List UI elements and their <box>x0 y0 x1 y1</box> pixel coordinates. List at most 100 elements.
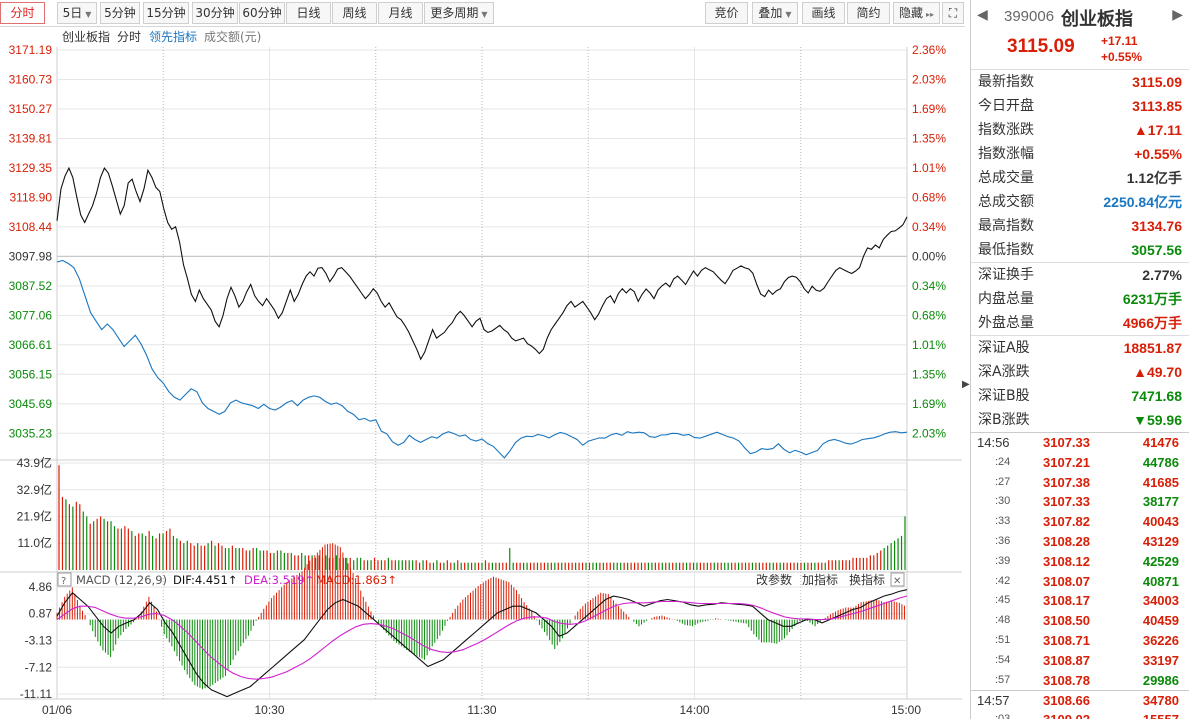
tick-row: :57 3108.78 29986 <box>971 671 1189 691</box>
price-tick-label: 3118.90 <box>10 190 53 204</box>
quote-row-label: 内盘总量 <box>978 291 1034 307</box>
tick-row: 14:56 3107.33 41476 <box>971 433 1189 453</box>
toolbar-right-button-4[interactable]: 隐藏 ▸▸ <box>893 2 940 24</box>
toolbar-button-label: 叠加 <box>758 6 783 20</box>
tick-time: 14:56 <box>977 435 1010 450</box>
macd-close-icon[interactable] <box>890 572 905 587</box>
tick-time: :03 <box>995 710 1010 719</box>
quote-row: 外盘总量 4966万手 <box>971 311 1189 335</box>
intraday-chart: 3171.19 3160.73 3150.27 3139.81 3129.35 3118.… <box>0 27 962 719</box>
quote-row-label: 总成交量 <box>978 170 1034 186</box>
tick-price: 3108.07 <box>1043 573 1090 589</box>
tick-time: :33 <box>995 515 1011 528</box>
toolbar-left-button-2[interactable]: 5分钟 <box>100 2 140 24</box>
quote-row-value: ▲17.11 <box>1133 122 1182 138</box>
price-tick-label: 3087.52 <box>9 279 53 293</box>
pct-tick-label: 1.01% <box>912 161 946 175</box>
pct-tick-label: 0.34% <box>912 220 946 234</box>
toolbar-left-button-8[interactable]: 月线 <box>378 2 423 24</box>
tick-row: :30 3107.33 38177 <box>971 492 1189 512</box>
volume-tick-label: 11.0亿 <box>18 535 52 550</box>
quote-divider <box>971 262 1189 263</box>
price-change: +17.11 +0.55% <box>1101 33 1142 65</box>
tick-price: 3107.38 <box>1043 474 1090 490</box>
quote-row-value: 2.77% <box>1142 267 1182 283</box>
quote-row: 总成交额 2250.84亿元 <box>971 190 1189 214</box>
tick-volume: 34003 <box>1142 593 1179 609</box>
tick-row: :03 3109.02 15557 <box>971 710 1189 719</box>
price-tick-label: 3171.19 <box>9 43 53 57</box>
tick-time: :36 <box>995 534 1011 547</box>
period-toolbar: 分时 5日 ▼ 5分钟 15分钟 30分钟 60分钟 日线 周线 月线 更多周期 ▼ 竞价 叠加 ▼ 画线 简约… <box>0 0 965 27</box>
toolbar-left-button-0[interactable]: 分时 <box>0 2 45 24</box>
toolbar-left-button-3[interactable]: 15分钟 <box>143 2 189 24</box>
tick-volume: 33197 <box>1142 652 1179 668</box>
toolbar-left-button-7[interactable]: 周线 <box>332 2 377 24</box>
dropdown-arrow-icon: ▼ <box>481 10 488 19</box>
pct-axis-right: 2.36% 2.03% 1.69% 1.35% 1.01% 0.68% 0.34% 0.00%… <box>912 43 946 440</box>
prev-stock-icon[interactable]: ◀ <box>977 7 988 23</box>
price-tick-label: 3160.73 <box>9 72 53 86</box>
toolbar-right-button-0[interactable]: 竞价 <box>705 2 748 24</box>
quote-row-value: +0.55% <box>1134 146 1182 162</box>
quote-row-value: 6231万手 <box>1122 291 1182 307</box>
tick-time: :42 <box>995 574 1011 587</box>
collapse-panel-handle[interactable]: ▶ <box>962 379 970 390</box>
tick-volume: 15557 <box>1143 710 1179 719</box>
toolbar-button-label: 15分钟 <box>146 6 186 20</box>
legend-volume-label: 成交额(元) <box>204 29 261 44</box>
change-amount: +17.11 <box>1101 34 1138 48</box>
pct-tick-label: 2.36% <box>912 43 946 57</box>
macd-help-icon[interactable] <box>57 572 72 587</box>
chart-grid <box>0 47 962 700</box>
toolbar-left-button-6[interactable]: 日线 <box>286 2 331 24</box>
tick-time: :54 <box>995 653 1011 666</box>
quote-row: 指数涨跌 ▲17.11 <box>971 118 1189 142</box>
tick-volume: 36226 <box>1142 632 1179 648</box>
next-stock-icon[interactable]: ▶ <box>1172 7 1183 23</box>
volume-tick-label: 32.9亿 <box>17 482 52 497</box>
macd-tick-label: 0.87 <box>29 607 53 621</box>
toolbar-button-label: 日线 <box>296 6 321 20</box>
pct-tick-label: 2.03% <box>912 426 946 440</box>
tick-price: 3108.17 <box>1043 593 1090 609</box>
quote-row-value: 7471.68 <box>1131 388 1182 404</box>
quote-row-value: 1.12亿手 <box>1126 170 1182 186</box>
macd-dea-value: DEA:3.519↑ <box>244 573 314 587</box>
toolbar-left-button-5[interactable]: 60分钟 <box>239 2 285 24</box>
macd-change-indicator-link[interactable]: 换指标 <box>849 572 885 587</box>
tick-row: 14:57 3108.66 34780 <box>971 690 1189 710</box>
toolbar-right-button-5[interactable]: ⛶ <box>942 2 964 24</box>
macd-add-indicator-link[interactable]: 加指标 <box>802 572 838 587</box>
time-tick-label: 01/06 <box>42 703 72 717</box>
macd-edit-params-link[interactable]: 改参数 <box>756 572 792 587</box>
time-tick-label: 11:30 <box>467 703 496 717</box>
macd-help-icon-glyph: ? <box>61 576 66 587</box>
tick-row: :51 3108.71 36226 <box>971 631 1189 651</box>
tick-volume: 43129 <box>1142 533 1179 549</box>
tick-price: 3107.33 <box>1043 435 1090 450</box>
toolbar-left-button-4[interactable]: 30分钟 <box>192 2 238 24</box>
price-tick-label: 3097.98 <box>9 249 53 263</box>
price-tick-label: 3056.15 <box>9 367 53 381</box>
toolbar-left-button-1[interactable]: 5日 ▼ <box>57 2 97 24</box>
toolbar-right-button-2[interactable]: 画线 <box>802 2 845 24</box>
toolbar-right-button-3[interactable]: 简约 <box>847 2 890 24</box>
tick-volume: 41685 <box>1142 474 1179 490</box>
price-tick-label: 3077.06 <box>9 308 53 322</box>
toolbar-button-label: 更多周期 <box>430 6 479 20</box>
tick-volume: 38177 <box>1142 494 1179 510</box>
toolbar-left-button-9[interactable]: 更多周期 ▼ <box>424 2 494 24</box>
time-tick-label: 10:30 <box>254 703 284 717</box>
tick-row: :48 3108.50 40459 <box>971 611 1189 631</box>
toolbar-right-button-1[interactable]: 叠加 ▼ <box>752 2 798 24</box>
legend-leading-indicator[interactable]: 领先指标 <box>149 29 197 44</box>
quote-row-label: 最高指数 <box>978 218 1034 234</box>
legend-index-name: 创业板指 <box>62 29 110 44</box>
quote-row: 深证A股 18851.87 <box>971 336 1189 360</box>
price-tick-label: 3035.23 <box>9 426 53 440</box>
pct-tick-label: 0.68% <box>912 190 946 204</box>
toolbar-button-label: 5分钟 <box>104 6 136 20</box>
tick-price: 3108.87 <box>1043 652 1090 668</box>
quote-row-value: 2250.84亿元 <box>1103 194 1182 210</box>
